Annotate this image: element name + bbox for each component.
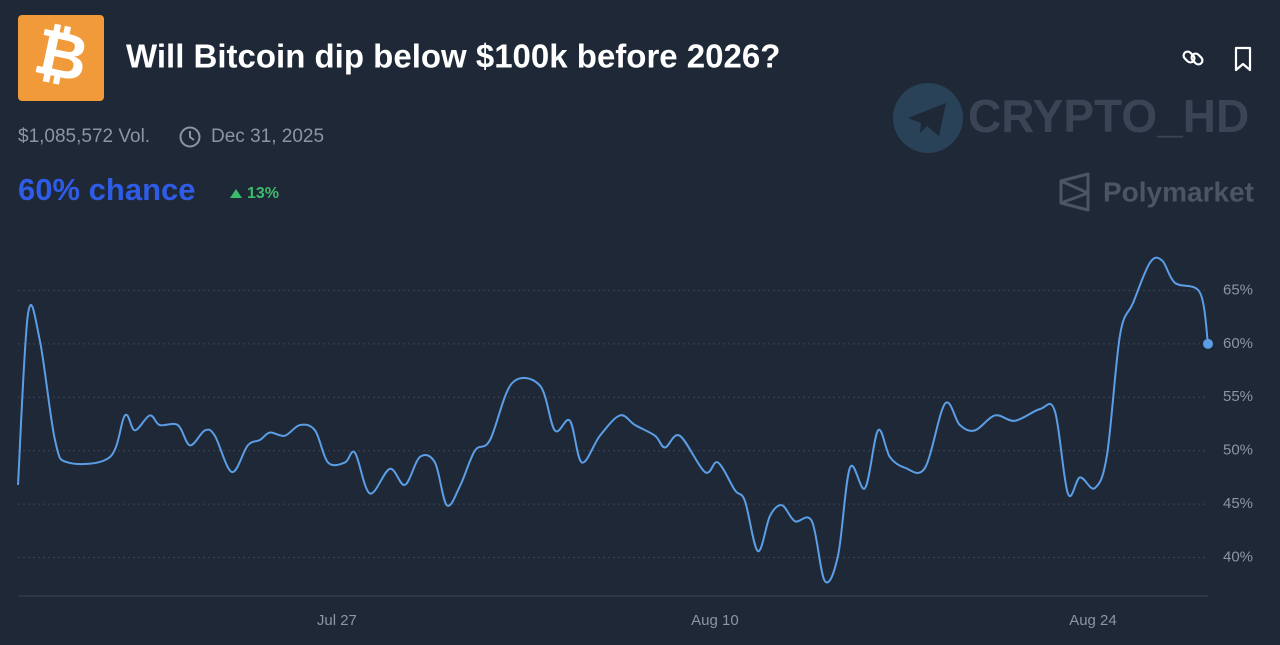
brand: Polymarket	[1103, 176, 1254, 207]
chance: 60% chance	[18, 172, 196, 207]
x-tick-label: Aug 10	[691, 612, 739, 629]
volume: $1,085,572 Vol.	[18, 126, 150, 147]
x-tick-label: Jul 27	[317, 612, 357, 629]
current-point	[1203, 338, 1213, 349]
y-tick-label: 45%	[1223, 495, 1253, 512]
y-tick-label: 55%	[1223, 388, 1253, 405]
market-title: Will Bitcoin dip below $100k before 2026…	[126, 38, 780, 75]
bookmark-button[interactable]	[1234, 46, 1252, 72]
change: 13%	[247, 185, 279, 202]
brand-logo	[1059, 172, 1090, 212]
clock-icon	[179, 126, 201, 148]
end-date: Dec 31, 2025	[211, 126, 324, 147]
watermark: CRYPTO_HD	[968, 90, 1249, 142]
market-logo	[18, 15, 104, 101]
y-tick-label: 40%	[1223, 549, 1253, 566]
watermark-plane	[908, 103, 946, 136]
link-button[interactable]	[1182, 50, 1204, 66]
y-tick-label: 50%	[1223, 442, 1253, 459]
clock-hands	[189, 131, 195, 141]
price-line	[17, 256, 1209, 584]
x-tick-label: Aug 24	[1069, 612, 1117, 629]
y-tick-label: 60%	[1223, 335, 1253, 352]
change-arrow	[230, 189, 242, 198]
y-tick-label: 65%	[1223, 281, 1253, 298]
